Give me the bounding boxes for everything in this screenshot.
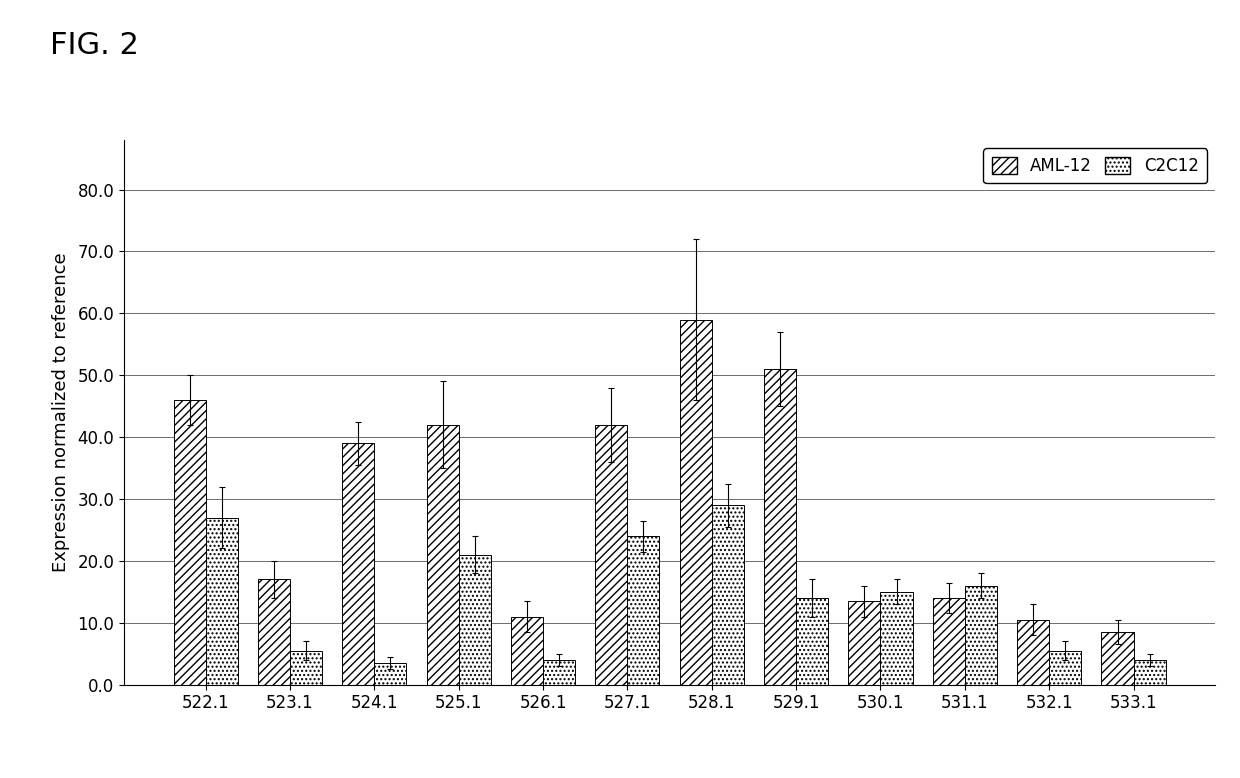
Bar (712, 505, 744, 685)
Bar (174, 400, 206, 685)
Bar (764, 369, 796, 685)
Y-axis label: Expression normalized to reference: Expression normalized to reference (52, 253, 71, 572)
Bar (595, 425, 627, 685)
Bar (1133, 660, 1166, 685)
Bar (459, 555, 491, 685)
Bar (1049, 650, 1081, 685)
Bar (848, 601, 880, 685)
Text: FIG. 2: FIG. 2 (50, 31, 139, 60)
Bar (1017, 619, 1049, 685)
Bar (374, 663, 407, 685)
Bar (258, 580, 290, 685)
Bar (543, 660, 575, 685)
Bar (627, 536, 660, 685)
Bar (290, 650, 322, 685)
Legend: AML-12, C2C12: AML-12, C2C12 (983, 149, 1207, 183)
Bar (965, 586, 997, 685)
Bar (1101, 632, 1133, 685)
Bar (680, 320, 712, 685)
Bar (796, 598, 828, 685)
Bar (880, 592, 913, 685)
Bar (206, 517, 238, 685)
Bar (932, 598, 965, 685)
Bar (427, 425, 459, 685)
Bar (511, 616, 543, 685)
Bar (342, 443, 374, 685)
